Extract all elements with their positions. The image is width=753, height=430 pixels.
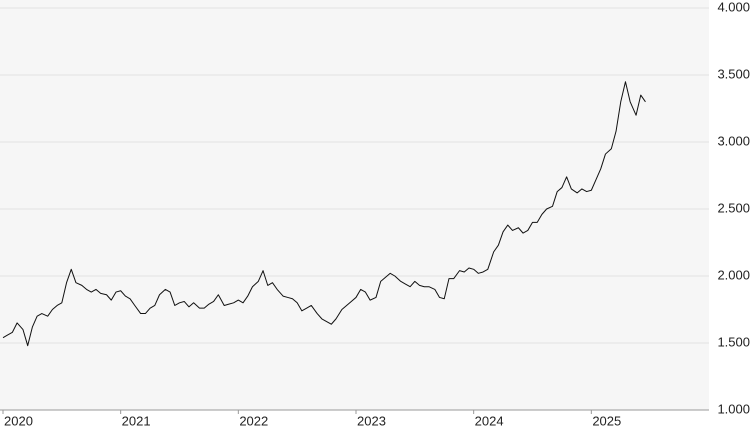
x-tick-label: 2022 [239, 413, 268, 428]
price-line [2, 81, 646, 347]
x-tick-label: 2025 [592, 413, 621, 428]
y-tick-label: 4.000 [717, 0, 750, 14]
x-tick-label: 2020 [4, 413, 33, 428]
y-tick-label: 2.500 [717, 200, 750, 215]
y-tick-label: 2.000 [717, 267, 750, 282]
x-tick-label: 2021 [122, 413, 151, 428]
x-tick-label: 2024 [475, 413, 504, 428]
y-tick-label: 1.000 [717, 401, 750, 416]
x-tick-label: 2023 [357, 413, 386, 428]
y-tick-label: 3.500 [717, 66, 750, 81]
plot-area [0, 0, 709, 410]
y-tick-label: 1.500 [717, 334, 750, 349]
y-tick-label: 3.000 [717, 133, 750, 148]
